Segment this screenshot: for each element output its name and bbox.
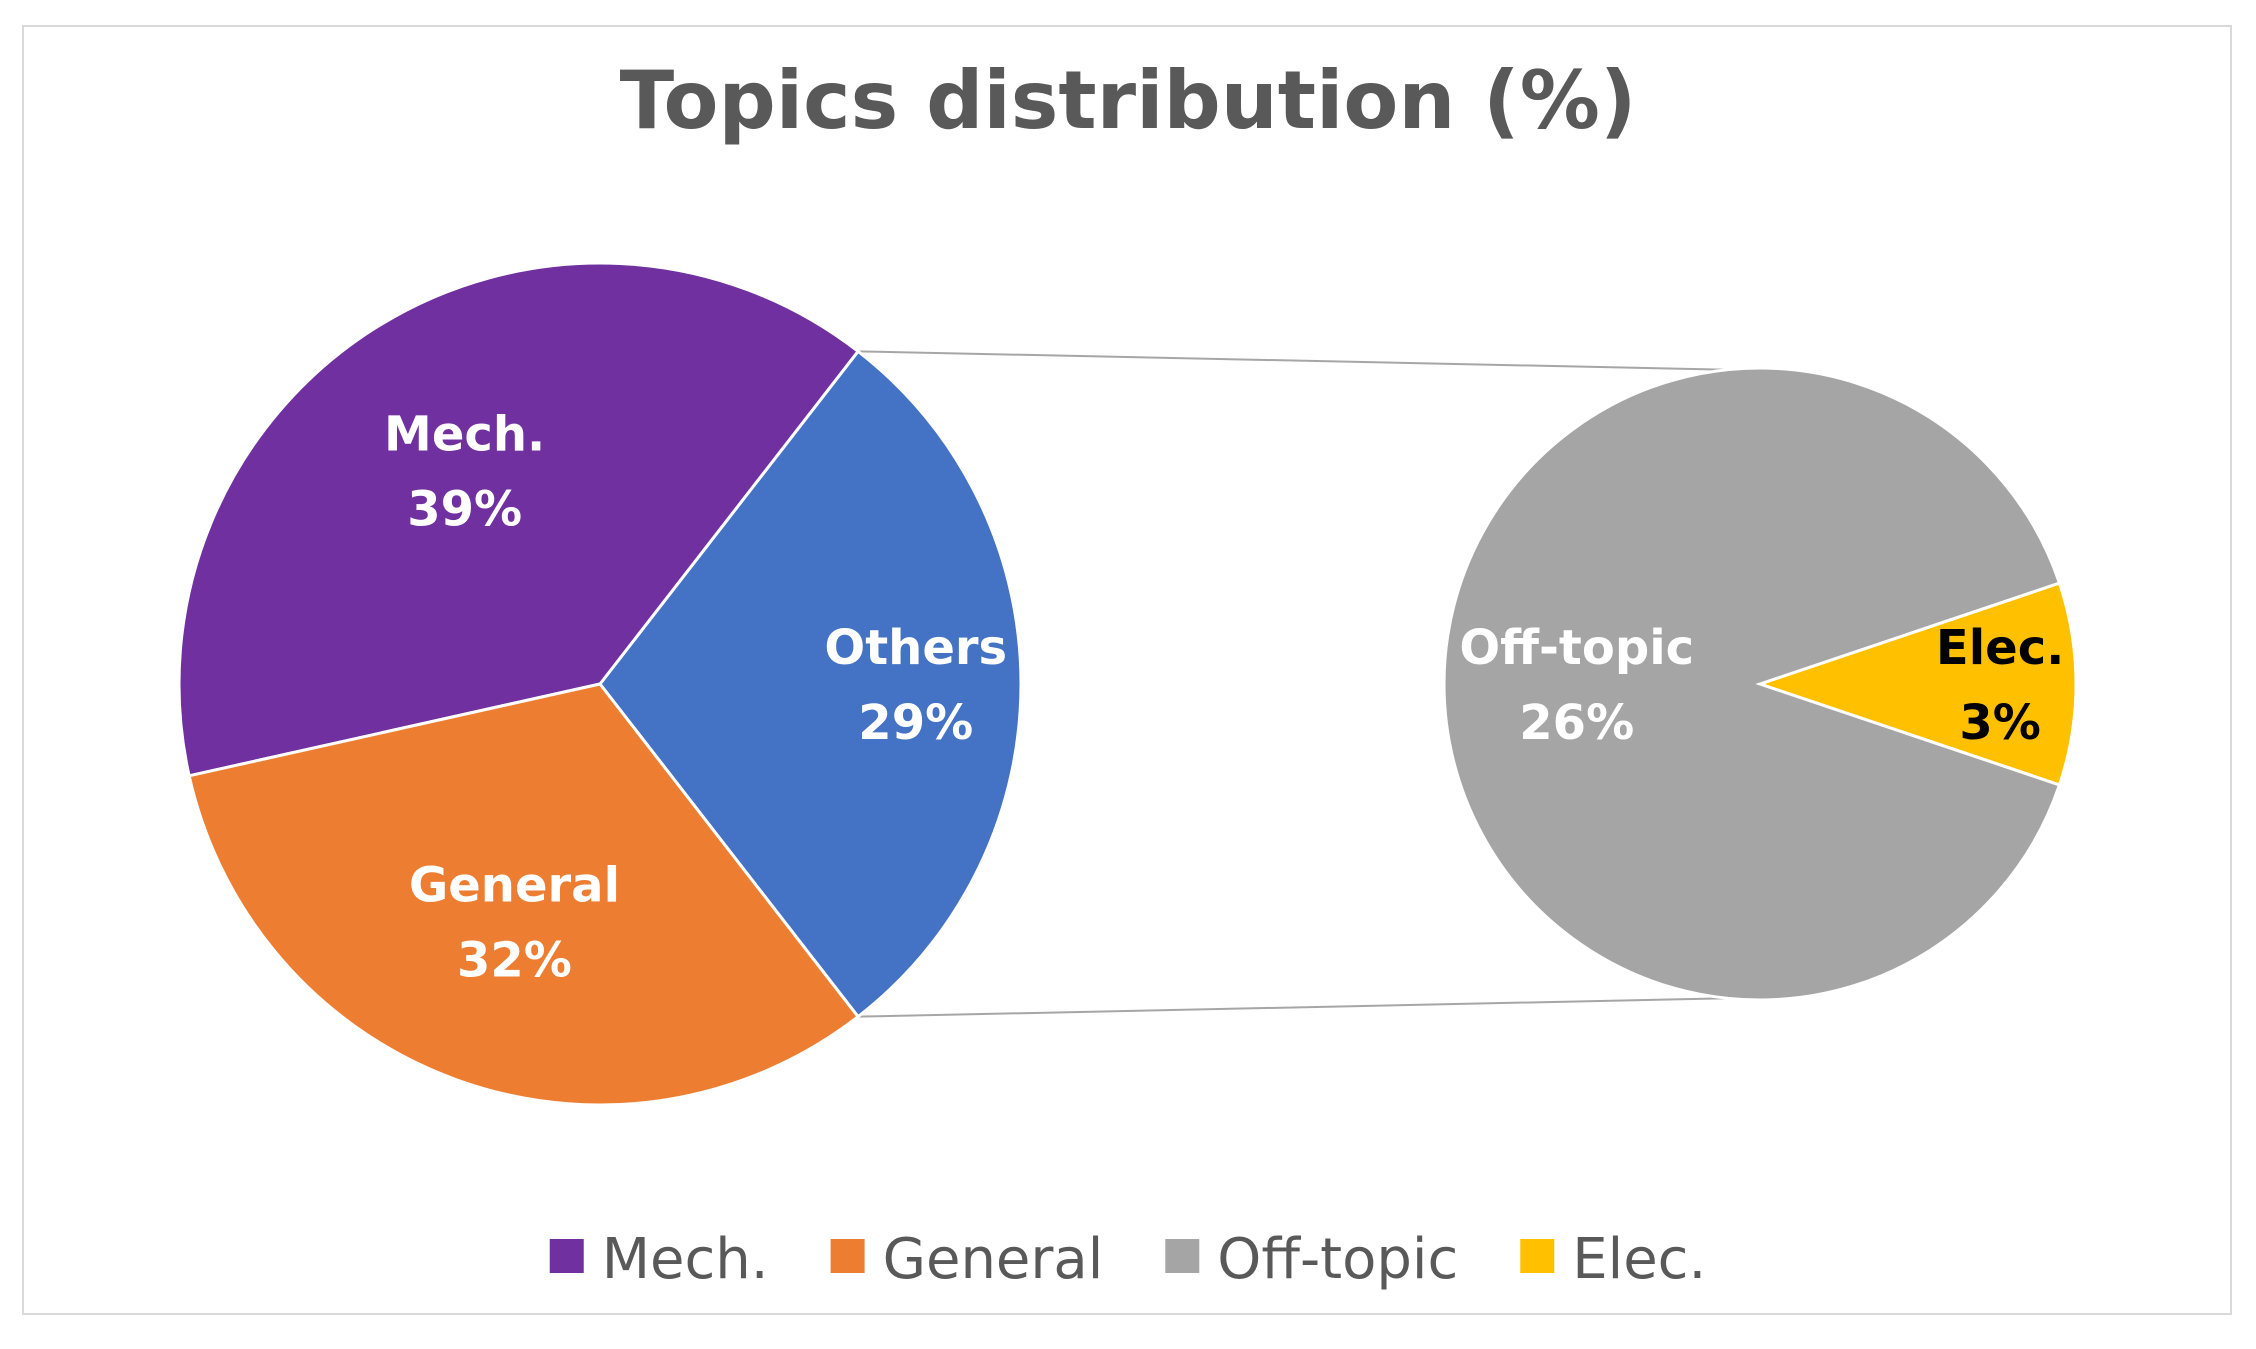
slice-mech (177, 261, 861, 778)
slice-label-others: Others 29% (824, 620, 1007, 751)
slice-label-value: 3% (1959, 695, 2041, 751)
legend-label: Elec. (1572, 1227, 1706, 1292)
legend-item-general: General (830, 1227, 1104, 1292)
slice-label-name: Elec. (1936, 620, 2064, 676)
legend-item-mech: Mech. (549, 1227, 769, 1292)
legend-label: General (883, 1227, 1104, 1292)
slice-label-value: 26% (1519, 695, 1634, 751)
chart-title: Topics distribution (%) (620, 54, 1637, 147)
legend-swatch (1520, 1239, 1555, 1273)
slice-labels: Others 29% Mech. 39% General 32% Elec. 3% Off-to… (384, 407, 2064, 989)
legend-item-elec: Elec. (1520, 1227, 1706, 1292)
slice-label-value: 39% (407, 482, 522, 538)
slice-label-elec: Elec. 3% (1936, 620, 2064, 751)
slice-label-name: Others (824, 620, 1007, 676)
legend-swatch (549, 1239, 584, 1273)
chart-frame (22, 25, 2232, 1315)
connector-lines (858, 350, 1741, 1018)
legend-label: Off-topic (1217, 1227, 1458, 1292)
slice-others (598, 349, 1023, 1019)
legend: Mech. General Off-topic Elec. (549, 1227, 1706, 1292)
slice-general (187, 682, 861, 1107)
slice-offtopic (1442, 366, 2062, 1002)
slice-label-offtopic: Off-topic 26% (1459, 620, 1694, 751)
slice-label-name: Off-topic (1459, 620, 1694, 676)
slice-label-general: General 32% (409, 858, 620, 989)
slice-label-value: 32% (457, 933, 572, 989)
connector-line-top (858, 350, 1741, 371)
main-pie (177, 261, 1023, 1107)
slice-label-name: General (409, 858, 620, 914)
legend-item-off-topic: Off-topic (1165, 1227, 1458, 1292)
slice-label-value: 29% (858, 695, 973, 751)
slice-label-name: Mech. (384, 407, 545, 463)
slice-label-mech: Mech. 39% (384, 407, 545, 538)
legend-swatch (1165, 1239, 1200, 1273)
slice-elec (1755, 581, 2078, 787)
legend-label: Mech. (602, 1227, 769, 1292)
secondary-pie (1442, 366, 2078, 1002)
connector-line-bottom (858, 997, 1741, 1018)
legend-swatch (830, 1239, 865, 1273)
